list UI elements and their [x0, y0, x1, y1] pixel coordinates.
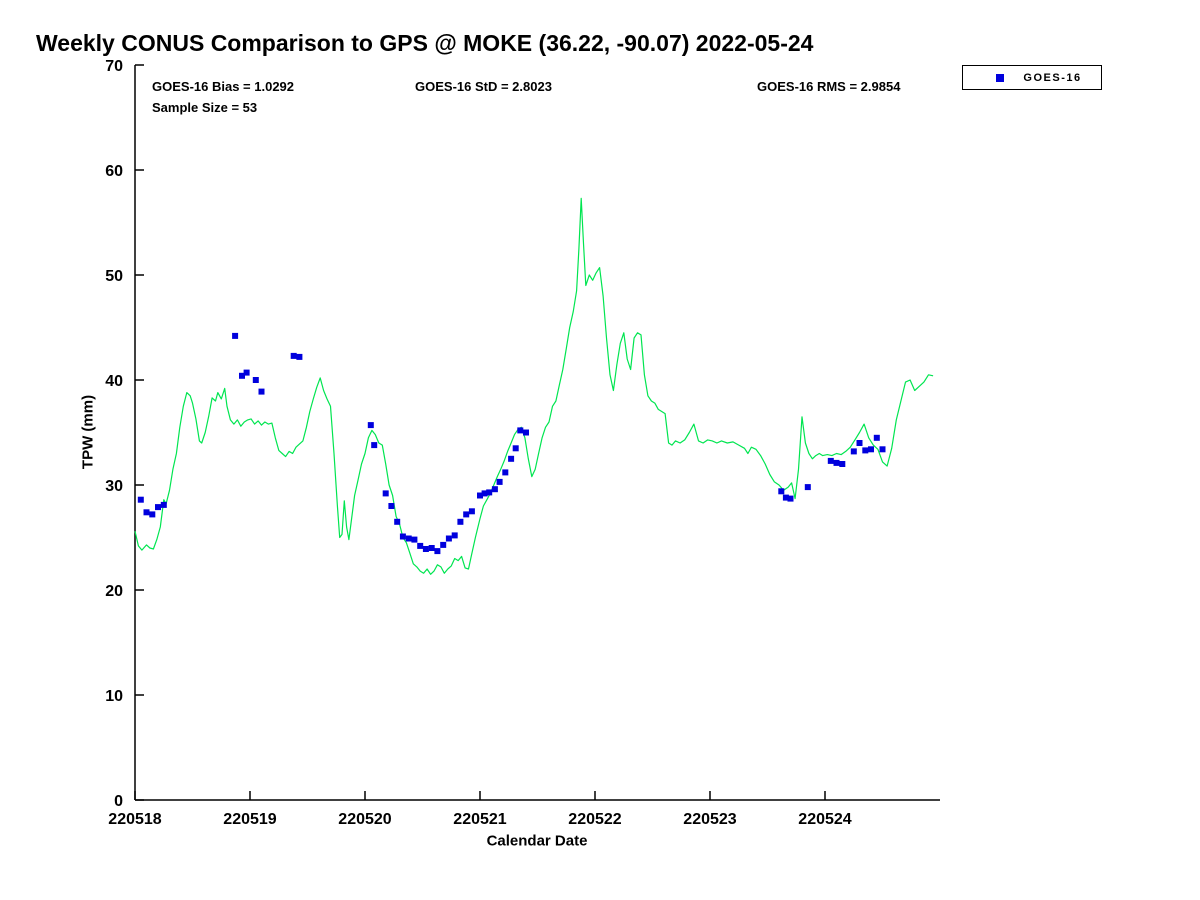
- legend-entry-label: GOES-16: [1023, 71, 1082, 84]
- svg-text:50: 50: [105, 268, 123, 285]
- svg-text:20: 20: [105, 583, 123, 600]
- svg-text:10: 10: [105, 688, 123, 705]
- svg-text:220519: 220519: [223, 811, 276, 828]
- legend: GOES-16: [962, 65, 1102, 90]
- stat-sample-size: Sample Size = 53: [152, 100, 258, 115]
- svg-text:220520: 220520: [338, 811, 391, 828]
- svg-text:30: 30: [105, 478, 123, 495]
- svg-text:70: 70: [105, 58, 123, 75]
- svg-text:220522: 220522: [568, 811, 621, 828]
- svg-text:40: 40: [105, 373, 123, 390]
- svg-text:60: 60: [105, 163, 123, 180]
- x-axis-label: Calendar Date: [486, 832, 588, 850]
- chart-title: Weekly CONUS Comparison to GPS @ MOKE (3…: [36, 30, 814, 56]
- stat-rms: GOES-16 RMS = 2.9854: [757, 79, 901, 94]
- stat-std: GOES-16 StD = 2.8023: [415, 79, 552, 94]
- svg-text:220523: 220523: [683, 811, 736, 828]
- svg-text:220521: 220521: [453, 811, 506, 828]
- legend-square-marker-icon: [996, 73, 1004, 82]
- svg-text:0: 0: [114, 793, 123, 810]
- svg-text:220518: 220518: [108, 811, 161, 828]
- svg-text:220524: 220524: [798, 811, 851, 828]
- stat-bias: GOES-16 Bias = 1.0292: [152, 79, 295, 94]
